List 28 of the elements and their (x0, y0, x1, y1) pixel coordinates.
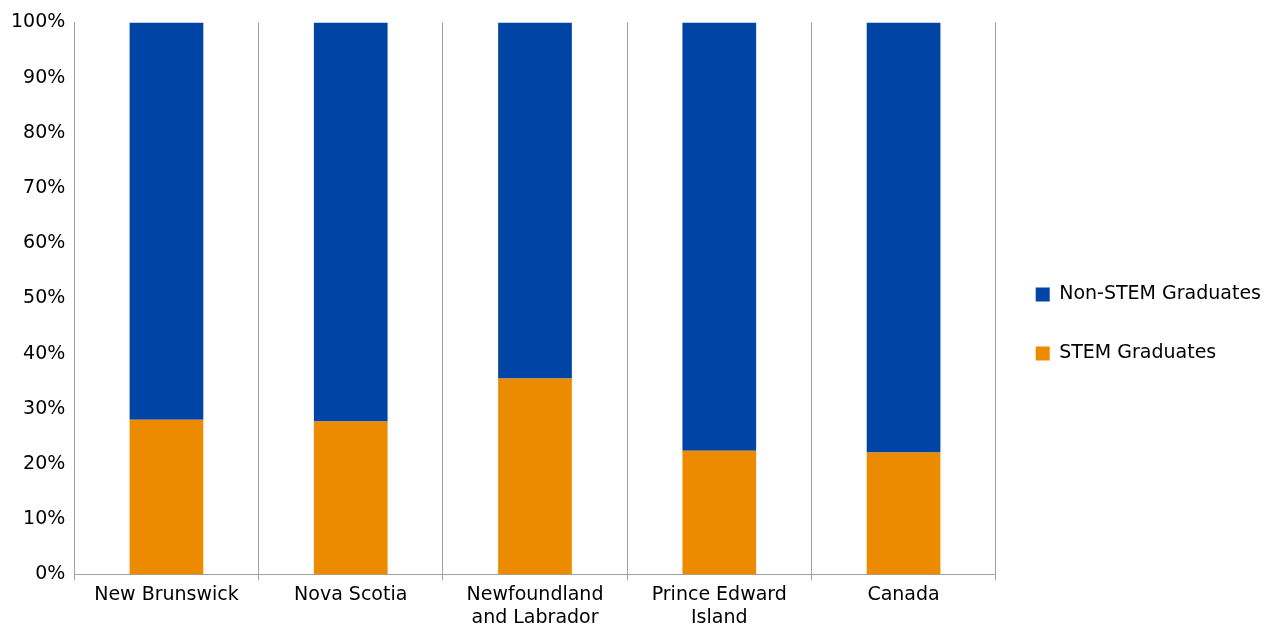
bar (498, 378, 572, 575)
bar (313, 22, 388, 422)
bar (129, 419, 204, 575)
bar (498, 22, 572, 379)
bar (866, 452, 941, 575)
y-tick-label: 80% (23, 119, 66, 142)
x-tick-label: Nova Scotia (294, 581, 408, 604)
bar (129, 22, 204, 420)
y-tick-label: 0% (35, 561, 66, 584)
legend-label: STEM Graduates (1059, 340, 1217, 363)
y-tick-label: 40% (23, 340, 66, 363)
bar (313, 421, 388, 575)
y-tick-label: 70% (23, 174, 66, 197)
y-tick-label: 100% (10, 9, 66, 32)
y-tick-label: 60% (23, 230, 66, 253)
y-tick-label: 90% (23, 64, 66, 87)
y-tick-label: 20% (23, 450, 66, 473)
x-tick-label: New Brunswick (94, 581, 239, 604)
legend-label: Non-STEM Graduates (1059, 281, 1262, 304)
x-tick-label: Canada (867, 581, 940, 604)
bar (682, 22, 757, 451)
y-tick-label: 50% (23, 285, 66, 308)
bar (866, 22, 941, 453)
y-tick-label: 10% (23, 506, 66, 529)
y-tick-label: 30% (23, 395, 66, 418)
bar (682, 450, 757, 575)
x-tick-label: Newfoundland and Labrador (466, 581, 604, 627)
x-tick-label: Prince Edward Island (651, 581, 787, 627)
